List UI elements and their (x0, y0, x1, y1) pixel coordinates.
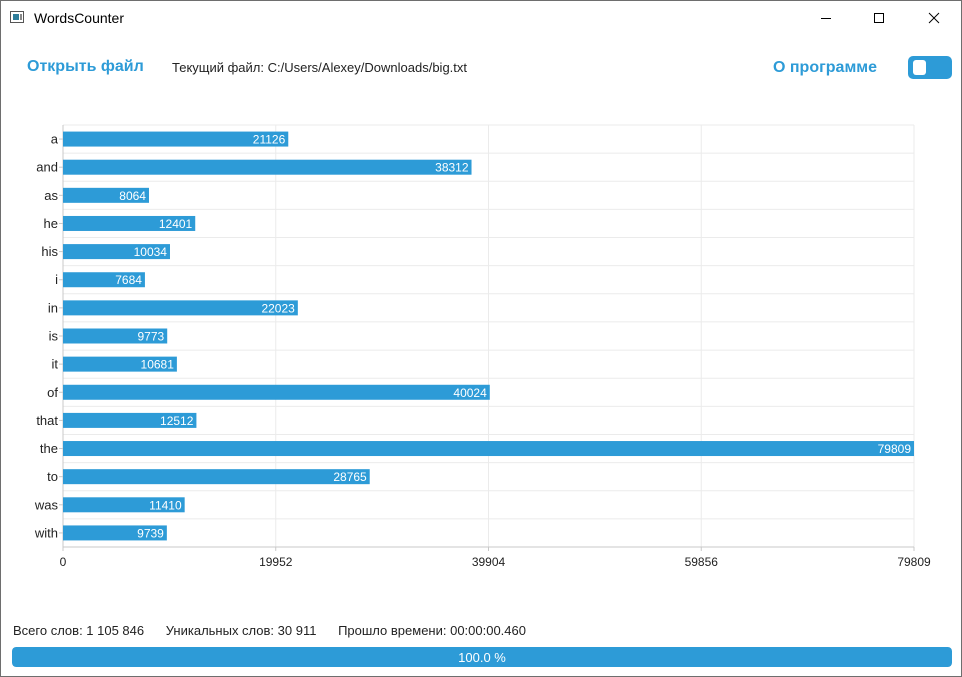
bar-value-label: 11410 (149, 498, 182, 512)
category-label: was (34, 497, 59, 512)
word-frequency-chart: 21126 a 38312 and 8064 as 12401 he 10034 his 7684 i… (1, 111, 962, 581)
bar-was (63, 497, 185, 513)
category-label: a (51, 132, 59, 147)
minimize-icon (821, 18, 831, 19)
bar-value-label: 10034 (134, 245, 168, 259)
stats-bar: Всего слов: 1 105 846 Уникальных слов: 3… (13, 623, 544, 638)
about-button[interactable]: О программе (773, 59, 878, 76)
bar-in (63, 300, 298, 316)
bar-value-label: 79809 (878, 442, 912, 456)
progress-text: 100.0 % (458, 650, 506, 665)
bar-value-label: 22023 (261, 301, 295, 315)
toggle-knob (913, 60, 926, 75)
category-label: is (49, 329, 59, 344)
bar-with (63, 525, 167, 541)
category-label: with (34, 525, 58, 540)
minimize-button[interactable] (803, 1, 849, 35)
progress-fill (12, 647, 952, 667)
bar-the (63, 441, 914, 457)
bar-to (63, 469, 370, 485)
bar-value-label: 10681 (141, 358, 175, 372)
category-label: of (47, 385, 58, 400)
close-button[interactable] (911, 1, 957, 35)
category-label: in (48, 300, 58, 315)
open-file-button[interactable]: Открыть файл (27, 58, 144, 75)
category-label: the (40, 441, 58, 456)
bar-and (63, 159, 472, 175)
bar-value-label: 7684 (115, 273, 142, 287)
bar-he (63, 215, 196, 231)
maximize-icon (874, 13, 884, 23)
unique-words-stat: Уникальных слов: 30 911 (165, 623, 317, 638)
close-icon (928, 12, 940, 24)
bar-of (63, 384, 490, 400)
x-tick-label: 79809 (897, 555, 931, 569)
theme-toggle[interactable] (908, 56, 952, 79)
category-label: that (36, 413, 58, 428)
title-bar[interactable]: WordsCounter (1, 1, 961, 35)
bar-value-label: 21126 (253, 133, 286, 147)
category-label: i (55, 272, 58, 287)
x-tick-label: 0 (60, 555, 67, 569)
category-label: to (47, 469, 58, 484)
current-file-path: Текущий файл: C:/Users/Alexey/Downloads/… (172, 60, 468, 75)
bar-value-label: 8064 (119, 189, 146, 203)
bar-his (63, 244, 170, 260)
bar-that (63, 412, 197, 428)
progress-bar: 100.0 % (12, 647, 952, 667)
category-label: it (52, 357, 59, 372)
bar-value-label: 12512 (160, 414, 194, 428)
maximize-button[interactable] (856, 1, 902, 35)
bar-value-label: 9773 (138, 330, 165, 344)
bar-value-label: 12401 (159, 217, 193, 231)
bar-it (63, 356, 177, 372)
category-label: as (44, 188, 58, 203)
bar-is (63, 328, 168, 344)
bar-value-label: 38312 (435, 161, 469, 175)
bar-a (63, 131, 289, 147)
x-tick-label: 39904 (472, 555, 506, 569)
bar-as (63, 187, 149, 203)
x-tick-label: 59856 (685, 555, 719, 569)
window-title: WordsCounter (34, 10, 125, 26)
elapsed-time-stat: Прошло времени: 00:00:00.460 (338, 623, 526, 638)
x-tick-label: 19952 (259, 555, 293, 569)
total-words-stat: Всего слов: 1 105 846 (13, 623, 145, 638)
category-label: and (36, 160, 58, 175)
bar-value-label: 40024 (453, 386, 487, 400)
bar-value-label: 28765 (333, 470, 367, 484)
bar-chart-svg: 21126 a 38312 and 8064 as 12401 he 10034 his 7684 i… (34, 124, 931, 569)
category-label: his (41, 244, 58, 259)
category-label: he (44, 216, 58, 231)
app-icon (10, 11, 24, 23)
bar-i (63, 272, 145, 288)
bar-value-label: 9739 (137, 526, 164, 540)
